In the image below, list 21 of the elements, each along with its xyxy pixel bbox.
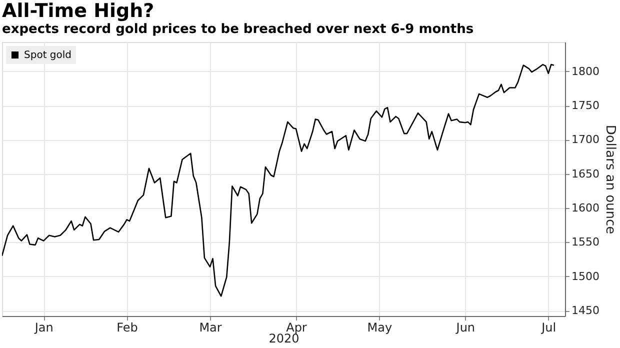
chart-subtitle: expects record gold prices to be breached over next 6-9 months: [2, 22, 474, 37]
x-tick-label: Jun: [455, 320, 476, 334]
y-tick-label: 1500: [572, 270, 600, 283]
x-tick-label: Mar: [199, 320, 222, 334]
y-tick-label: 1800: [572, 64, 600, 78]
y-tick-label: 1650: [572, 167, 600, 180]
x-axis-title: 2020: [268, 332, 300, 346]
x-tick-label: Feb: [116, 320, 138, 334]
y-tick-label: 1750: [572, 99, 600, 112]
x-tick-label: Jan: [34, 320, 54, 334]
y-tick-label: 1550: [572, 236, 600, 249]
y-tick-label: 1600: [572, 202, 600, 215]
chart-title: All-Time High?: [2, 0, 154, 22]
y-axis-title: Dollars an ounce: [602, 124, 618, 234]
y-tick-label: 1700: [572, 133, 600, 146]
x-tick-label: Apr: [286, 320, 307, 334]
x-tick-label: May: [367, 320, 392, 334]
legend-label: Spot gold: [24, 50, 72, 61]
x-tick-label: Jul: [540, 320, 556, 334]
y-tick-label: 1450: [572, 304, 600, 318]
line-series: [2, 64, 555, 297]
